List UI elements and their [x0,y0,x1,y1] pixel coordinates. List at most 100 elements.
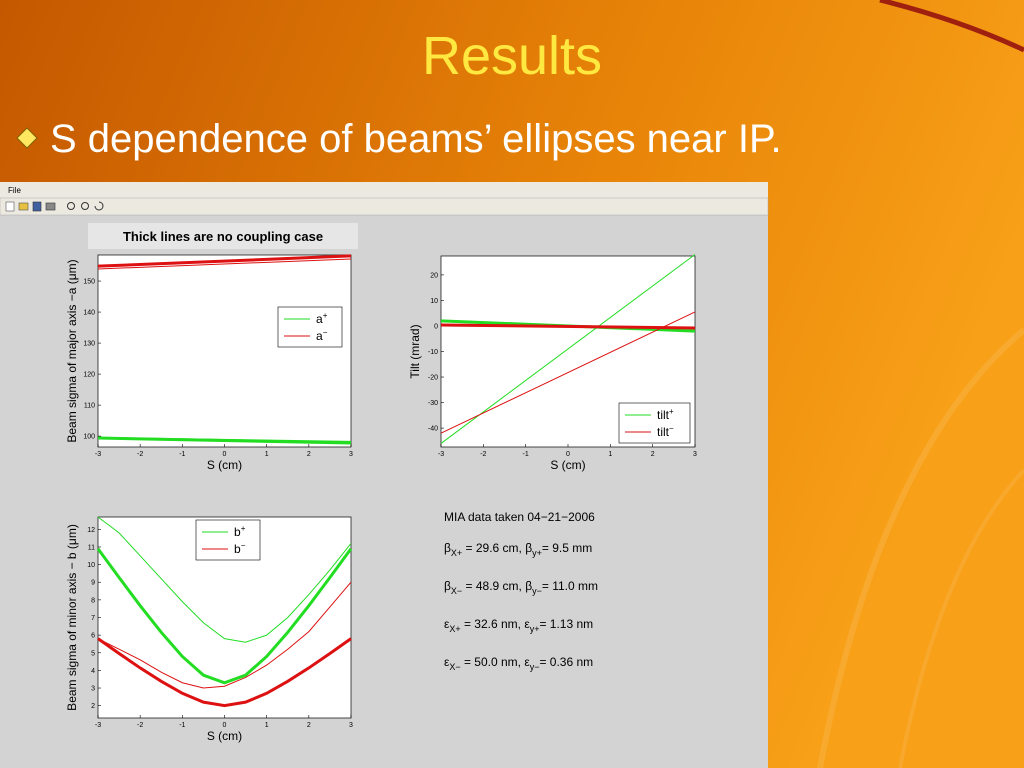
line-series [97,258,352,270]
toolbar [0,197,769,216]
x-tick-label: 1 [608,451,612,458]
info-line: εX− = 50.0 nm, εy−= 0.36 nm [444,655,593,672]
line-series [96,547,353,685]
decor-arc [898,468,1024,768]
y-tick-label: 130 [83,341,95,348]
y-tick-label: 4 [91,668,95,675]
info-line: βX− = 48.9 cm, βy−= 11.0 mm [444,579,598,596]
y-tick-label: 120 [83,372,95,379]
legend-sup: + [241,524,246,533]
info-text: ε [444,655,450,669]
axes [97,254,352,448]
y-tick-label: -10 [428,349,438,356]
info-sub: X− [449,662,460,672]
y-tick-label: 10 [430,298,438,305]
info-text: = 50.0 nm, ε [461,655,531,669]
legend-text: a [316,312,323,326]
note-text: Thick lines are no coupling case [123,229,323,244]
y-tick-label: 3 [91,686,95,693]
info-sub: y− [530,662,540,672]
info-text: = 9.5 mm [542,541,592,555]
info-text: = 11.0 mm [542,579,598,593]
x-tick-label: -2 [137,451,143,458]
y-tick-label: 11 [88,544,95,551]
y-tick-label: 2 [91,703,95,710]
info-text: β [444,579,451,593]
legend-label: tilt+ [657,407,674,422]
y-tick-label: -40 [428,426,438,433]
x-tick-label: -3 [438,451,444,458]
bullet-icon [16,127,38,149]
slide-title: Results [422,26,602,86]
x-tick-label: -3 [95,451,101,458]
y-axis-label: Beam sigma of minor axis − b (μm) [65,524,79,711]
info-heading: MIA data taken 04−21−2006 [444,510,595,524]
x-tick-label: 2 [307,722,311,729]
y-tick-label: 150 [83,279,95,286]
legend-box [618,402,691,444]
legend-text: tilt [657,425,670,439]
y-tick-label: 9 [91,580,95,587]
toolbar-icons[interactable] [5,201,104,212]
line-series [97,254,352,268]
x-tick-label: 0 [223,722,227,729]
y-tick-label: 20 [430,272,438,279]
x-tick-label: 3 [349,722,353,729]
info-text: = 29.6 cm, β [462,541,532,555]
info-sub: y− [532,586,542,596]
info-sub: X+ [451,548,462,558]
legend-label: a− [316,328,328,343]
y-tick-label: 0 [434,323,438,330]
line-series [440,323,696,330]
note-box [88,223,358,249]
legend-sup: + [323,311,328,320]
x-axis-label: S (cm) [207,729,242,743]
line-series [440,311,696,434]
info-text: β [444,541,451,555]
info-text: = 1.13 nm [539,617,593,631]
legend-label: tilt− [657,424,674,439]
y-tick-label: 140 [83,310,95,317]
legend-box [277,306,343,348]
x-tick-label: 1 [265,722,269,729]
line-series [440,254,696,444]
info-text: = 48.9 cm, β [462,579,532,593]
x-axis-label: S (cm) [550,458,585,472]
bullet-text: S dependence of beams’ ellipses near IP. [50,117,782,161]
x-tick-label: -1 [179,722,185,729]
info-sub: y+ [530,624,540,634]
y-tick-label: 10 [87,562,95,569]
y-tick-label: -20 [428,375,438,382]
info-sub: X+ [449,624,460,634]
info-line: βX+ = 29.6 cm, βy+= 9.5 mm [444,541,592,558]
info-text: = 32.6 nm, ε [461,617,531,631]
y-tick-label: 6 [91,633,95,640]
menu-item[interactable]: File [8,186,21,195]
info-sub: X− [451,586,462,596]
legend-label: b+ [234,524,246,539]
x-tick-label: -2 [480,451,486,458]
legend-box [195,519,261,561]
x-axis-label: S (cm) [207,458,242,472]
legend-sup: − [241,541,246,550]
legend-label: b− [234,541,246,556]
decor-arc [817,327,1024,768]
line-series [97,581,352,689]
x-tick-label: 3 [349,451,353,458]
x-tick-label: 2 [307,451,311,458]
y-tick-label: 5 [91,650,95,657]
legend-sup: − [323,328,328,337]
y-tick-label: 110 [84,403,95,410]
x-tick-label: 2 [651,451,655,458]
y-axis-label: Beam sigma of major axis −a (μm) [65,259,79,442]
x-tick-label: 3 [693,451,697,458]
legend-sup: − [669,424,674,433]
decor-arc [879,0,1024,53]
line-series [97,637,352,708]
legend-text: tilt [657,408,670,422]
info-text: = 0.36 nm [539,655,593,669]
legend-text: a [316,329,323,343]
y-tick-label: 12 [87,527,95,534]
x-tick-label: -3 [95,722,101,729]
